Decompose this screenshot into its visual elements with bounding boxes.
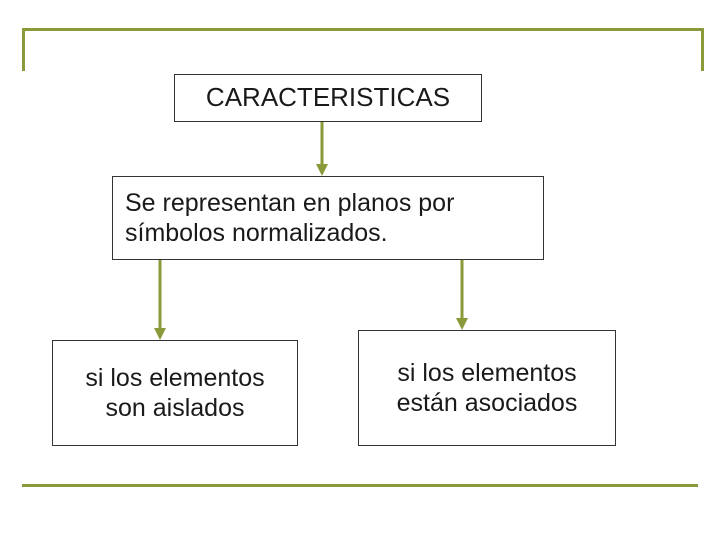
arrow-down-icon bbox=[152, 260, 168, 340]
node-right-text: si los elementos están asociados bbox=[371, 358, 603, 418]
node-middle: Se representan en planos por símbolos no… bbox=[112, 176, 544, 260]
node-title-text: CARACTERISTICAS bbox=[206, 82, 450, 113]
node-middle-text: Se representan en planos por símbolos no… bbox=[125, 188, 531, 248]
frame-bottom bbox=[22, 484, 698, 487]
node-left: si los elementos son aislados bbox=[52, 340, 298, 446]
arrow-down-icon bbox=[314, 122, 330, 176]
node-right: si los elementos están asociados bbox=[358, 330, 616, 446]
node-left-text: si los elementos son aislados bbox=[65, 363, 285, 423]
arrow-down-icon bbox=[454, 260, 470, 330]
slide-canvas: CARACTERISTICAS Se representan en planos… bbox=[0, 0, 720, 540]
node-title: CARACTERISTICAS bbox=[174, 74, 482, 122]
